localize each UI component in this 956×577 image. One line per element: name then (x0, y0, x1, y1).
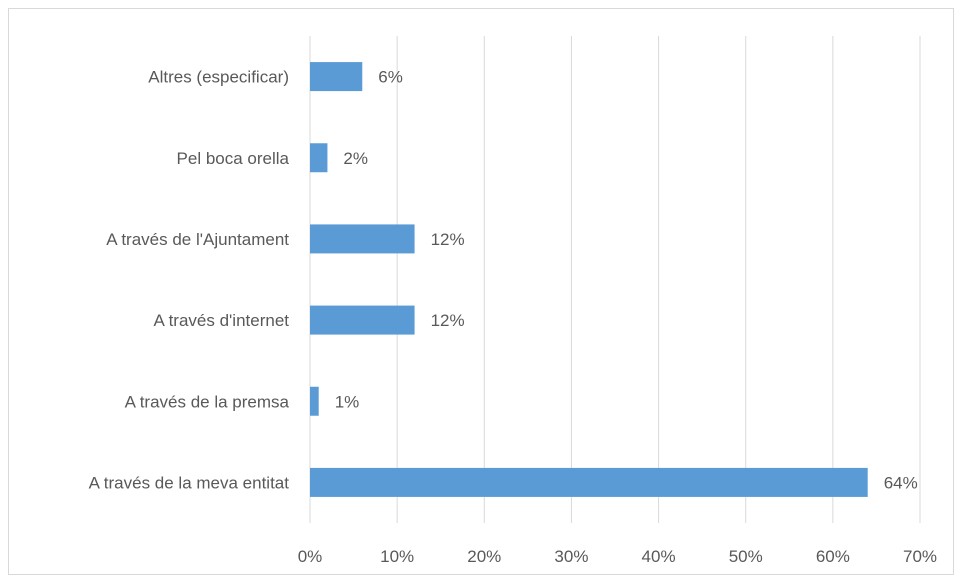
category-label: Altres (especificar) (148, 68, 289, 87)
x-tick-label: 60% (816, 547, 850, 566)
x-tick-label: 50% (729, 547, 763, 566)
data-label: 1% (335, 392, 360, 411)
x-tick-label: 0% (298, 547, 323, 566)
bar (310, 224, 415, 254)
bar (310, 386, 319, 416)
category-label: A través de la premsa (125, 392, 290, 411)
data-label: 64% (884, 473, 918, 492)
data-label: 12% (431, 311, 465, 330)
data-label: 12% (431, 230, 465, 249)
data-label: 6% (378, 68, 403, 87)
category-label: A través d'internet (153, 311, 289, 330)
bar (310, 143, 328, 173)
x-tick-label: 10% (380, 547, 414, 566)
bar (310, 305, 415, 335)
category-label: Pel boca orella (177, 149, 290, 168)
bar (310, 62, 363, 92)
x-tick-label: 40% (642, 547, 676, 566)
x-tick-label: 30% (554, 547, 588, 566)
category-label: A través de l'Ajuntament (106, 230, 289, 249)
category-label: A través de la meva entitat (89, 473, 290, 492)
x-tick-label: 20% (467, 547, 501, 566)
x-tick-label: 70% (903, 547, 937, 566)
data-label: 2% (343, 149, 368, 168)
bar (310, 467, 868, 497)
